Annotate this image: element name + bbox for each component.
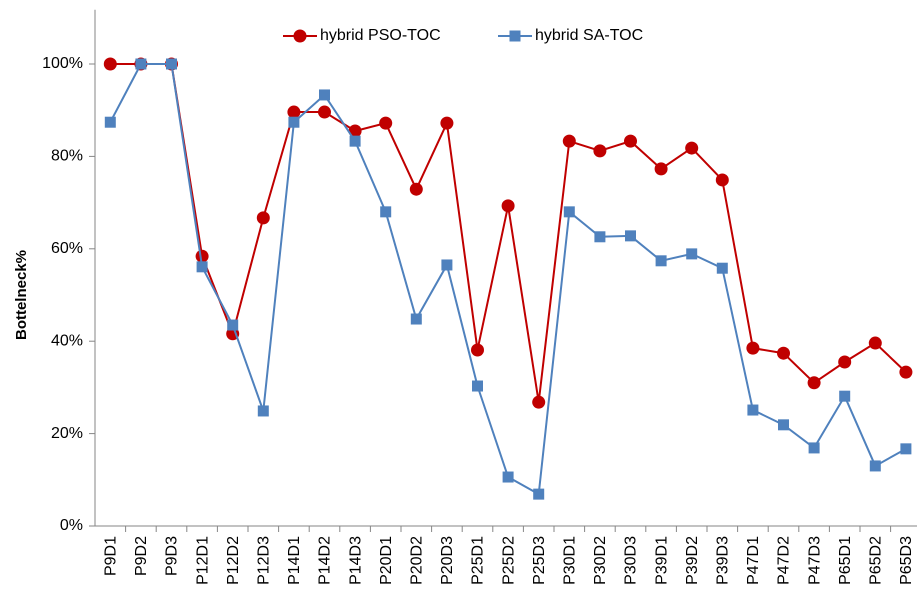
data-point <box>655 255 667 267</box>
x-tick-label: P47D2 <box>776 536 793 585</box>
x-tick-label: P9D1 <box>103 536 120 576</box>
data-point <box>257 405 269 417</box>
x-tick-label: P12D1 <box>194 536 211 585</box>
x-tick-label: P39D3 <box>715 536 732 585</box>
x-tick-label: P20D2 <box>409 536 426 585</box>
data-point <box>501 199 515 213</box>
data-point <box>747 404 759 416</box>
x-tick-label: P39D2 <box>684 536 701 585</box>
legend-label: hybrid PSO-TOC <box>320 27 441 44</box>
legend-marker <box>509 30 521 42</box>
data-point <box>624 134 637 148</box>
data-point <box>777 346 790 360</box>
data-point <box>471 343 484 357</box>
data-point <box>715 173 729 187</box>
data-point <box>256 211 270 225</box>
data-point <box>318 105 331 119</box>
data-point <box>654 162 668 176</box>
data-point <box>135 58 147 70</box>
y-tick-label: 0% <box>60 517 83 534</box>
data-point <box>441 259 453 271</box>
data-point <box>838 355 852 369</box>
data-point <box>807 376 821 390</box>
data-point <box>594 231 606 243</box>
legend-label: hybrid SA-TOC <box>535 27 643 44</box>
data-point <box>409 182 423 196</box>
data-point <box>625 230 636 242</box>
y-tick-label: 20% <box>51 425 83 442</box>
data-point <box>808 442 820 454</box>
data-point <box>562 134 576 148</box>
x-tick-label: P30D2 <box>592 536 609 585</box>
x-tick-label: P65D3 <box>898 536 915 585</box>
data-point <box>380 206 392 218</box>
x-tick-label: P14D1 <box>286 536 303 585</box>
data-point <box>593 144 607 158</box>
x-tick-label: P14D3 <box>347 536 364 585</box>
y-tick-label: 100% <box>42 55 83 72</box>
x-tick-label: P25D1 <box>470 536 487 585</box>
x-tick-label: P9D2 <box>133 536 150 576</box>
data-point <box>288 116 300 128</box>
data-point <box>287 105 301 119</box>
data-point <box>440 116 454 130</box>
x-tick-label: P20D1 <box>378 536 395 585</box>
x-tick-label: P47D3 <box>806 536 823 585</box>
data-point <box>379 116 393 130</box>
x-tick-label: P25D3 <box>531 536 548 585</box>
x-tick-label: P14D2 <box>317 536 334 585</box>
x-tick-label: P9D3 <box>164 536 181 576</box>
y-axis-label: Bottelneck% <box>13 250 30 340</box>
data-point <box>746 341 760 355</box>
data-point <box>899 365 913 379</box>
data-point <box>869 460 881 472</box>
y-tick-label: 80% <box>51 148 83 165</box>
x-tick-label: P65D2 <box>868 536 885 585</box>
data-point <box>195 249 209 263</box>
x-tick-label: P39D1 <box>653 536 670 585</box>
data-point <box>166 58 177 70</box>
x-tick-label: P30D3 <box>623 536 640 585</box>
x-tick-label: P47D1 <box>745 536 762 585</box>
x-tick-label: P20D3 <box>439 536 456 585</box>
y-tick-label: 60% <box>51 240 83 257</box>
data-point <box>686 248 698 260</box>
data-point <box>348 124 362 138</box>
data-point <box>472 380 483 392</box>
data-point <box>839 390 851 402</box>
y-tick-label: 40% <box>51 332 83 349</box>
x-tick-label: P25D2 <box>500 536 517 585</box>
data-point <box>533 488 545 500</box>
data-point <box>778 419 789 431</box>
data-point <box>532 395 546 409</box>
data-point <box>319 89 330 101</box>
data-point <box>196 261 208 273</box>
legend-marker <box>293 29 307 43</box>
x-tick-label: P65D1 <box>837 536 854 585</box>
data-point <box>349 135 361 147</box>
data-point <box>410 313 422 325</box>
x-tick-label: P30D1 <box>562 536 579 585</box>
data-point <box>502 471 514 483</box>
data-point <box>900 443 912 455</box>
x-tick-label: P12D2 <box>225 536 242 585</box>
data-point <box>103 57 117 71</box>
data-point <box>685 141 699 155</box>
data-point <box>227 319 239 331</box>
data-point <box>716 262 728 274</box>
x-tick-label: P12D3 <box>256 536 273 585</box>
data-point <box>104 116 116 128</box>
data-point <box>563 206 575 218</box>
data-point <box>868 336 882 350</box>
